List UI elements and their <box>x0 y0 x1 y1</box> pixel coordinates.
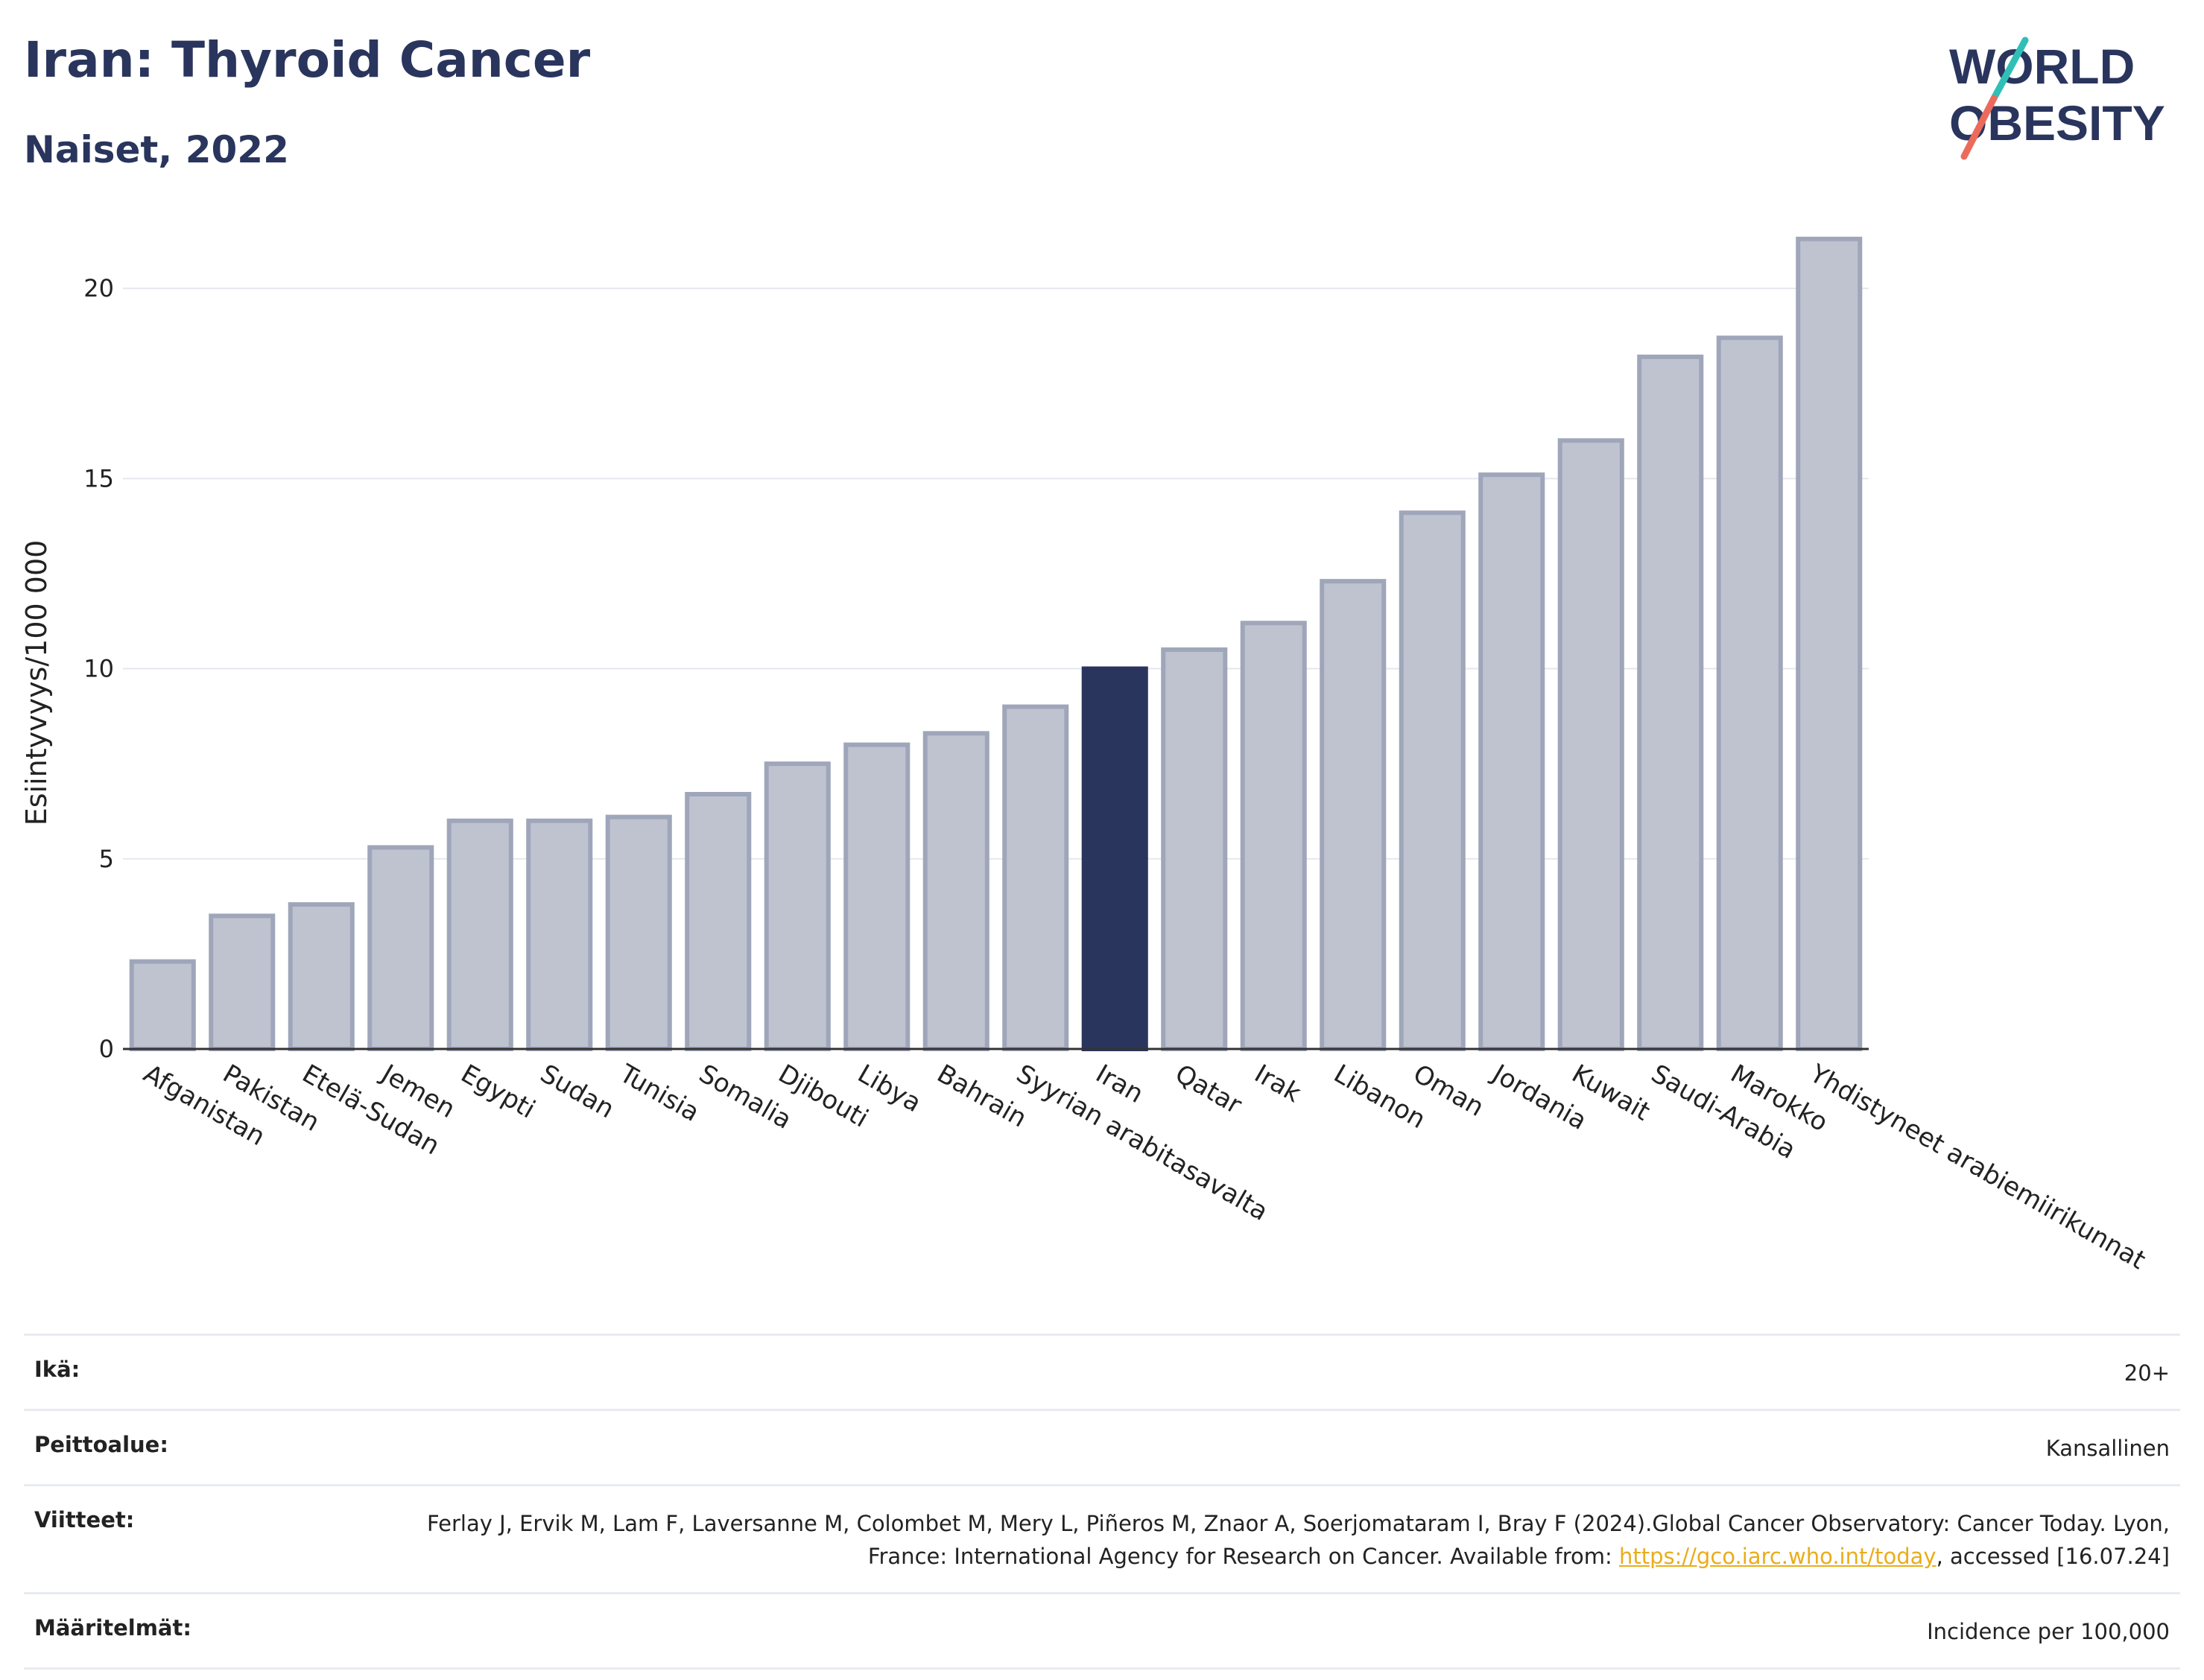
x-tick-label: Tunisia <box>614 1059 704 1128</box>
x-tick-label: Sudan <box>535 1059 619 1124</box>
y-tick-label: 20 <box>83 274 114 302</box>
meta-row-definitions: Määritelmät: Incidence per 100,000 <box>24 1592 2180 1670</box>
bar-libanon <box>1320 579 1387 1051</box>
meta-value-references: Ferlay J, Ervik M, Lam F, Laversanne M, … <box>381 1507 2180 1573</box>
logo-line-2: OBESITY <box>1949 95 2165 150</box>
x-tick-label: Libanon <box>1329 1059 1431 1135</box>
metadata-table: Ikä: 20+ Peittoalue: Kansallinen Viittee… <box>24 1334 2180 1670</box>
meta-label-coverage: Peittoalue: <box>34 1432 168 1457</box>
meta-value-coverage: Kansallinen <box>2045 1436 2170 1461</box>
x-tick-label: Bahrain <box>932 1059 1032 1133</box>
meta-row-age: Ikä: 20+ <box>24 1334 2180 1409</box>
logo-slash-coral <box>1960 95 1998 160</box>
bar-jemen <box>367 845 434 1052</box>
bar-afganistan <box>129 959 196 1052</box>
bar-jordania <box>1478 472 1545 1051</box>
x-tick-label: Irak <box>1250 1059 1306 1109</box>
meta-value-age: 20+ <box>2124 1360 2170 1386</box>
x-tick-label: Qatar <box>1170 1059 1247 1120</box>
bar-qatar <box>1161 647 1228 1051</box>
meta-value-definitions: Incidence per 100,000 <box>1927 1619 2170 1644</box>
x-tick-label: Egypti <box>456 1059 540 1124</box>
bar-syyrian-arabitasavalta <box>1002 704 1069 1051</box>
logo-line-1: WORLD <box>1949 39 2135 94</box>
bar-yhdistyneet-arabiemiirikunnat <box>1796 236 1863 1052</box>
bar-oman <box>1399 510 1466 1051</box>
x-axis-labels: AfganistanPakistanEtelä-SudanJemenEgypti… <box>139 1058 2150 1275</box>
bar-somalia <box>685 791 752 1052</box>
bar-kuwait <box>1557 438 1624 1052</box>
y-axis-label: Esiintyvyys/100 000 <box>20 540 53 826</box>
x-tick-label: Yhdistyneet arabiemiirikunnat <box>1804 1059 2150 1275</box>
y-axis-ticks: 0 5 10 15 20 <box>83 274 114 1063</box>
bar-pakistan <box>209 913 276 1051</box>
chart-title: Iran: Thyroid Cancer <box>24 31 591 89</box>
chart-subtitle: Naiset, 2022 <box>24 128 289 171</box>
bar-tunisia <box>605 814 672 1051</box>
bar-bahrain <box>922 731 989 1052</box>
reference-accessed: , accessed [16.07.24] <box>1936 1544 2170 1569</box>
bar-sudan <box>526 818 593 1052</box>
bar-libya <box>843 742 911 1051</box>
meta-label-references: Viitteet: <box>34 1507 135 1532</box>
y-tick-label: 15 <box>83 464 114 492</box>
reference-link[interactable]: https://gco.iarc.who.int/today <box>1618 1544 1937 1569</box>
meta-label-age: Ikä: <box>34 1357 80 1382</box>
y-tick-label: 10 <box>83 655 114 683</box>
bar-iran <box>1081 666 1148 1052</box>
bar-marokko <box>1716 335 1783 1051</box>
bar-irak <box>1240 621 1307 1051</box>
meta-row-references: Viitteet: Ferlay J, Ervik M, Lam F, Lave… <box>24 1484 2180 1592</box>
bar-chart: 0 5 10 15 20 AfganistanPakistanEtelä-SudanJe… <box>20 236 2150 1275</box>
bar-saudi-arabia <box>1637 354 1704 1052</box>
y-tick-label: 0 <box>99 1035 114 1063</box>
bars <box>129 236 1863 1052</box>
bar-etelä-sudan <box>288 902 355 1052</box>
meta-label-definitions: Määritelmät: <box>34 1615 191 1641</box>
world-obesity-logo: WORLD OBESITY <box>1949 37 2165 160</box>
logo-slash-teal <box>1990 37 2029 102</box>
bar-djibouti <box>764 761 831 1052</box>
bar-egypti <box>446 818 513 1052</box>
y-tick-label: 5 <box>99 845 114 873</box>
meta-row-coverage: Peittoalue: Kansallinen <box>24 1409 2180 1484</box>
reference-text: Ferlay J, Ervik M, Lam F, Laversanne M, … <box>427 1511 2170 1569</box>
